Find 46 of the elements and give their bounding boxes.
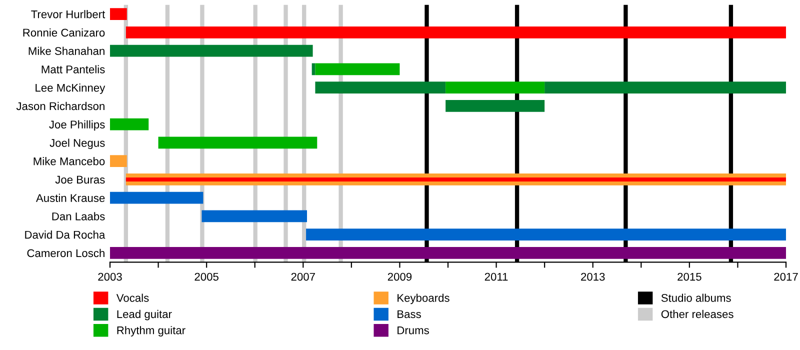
y-tick-label: Mike Mancebo — [34, 157, 105, 166]
bar — [306, 228, 786, 241]
legend-label: Studio albums — [661, 294, 731, 302]
y-tick-label: David Da Rocha — [25, 230, 106, 239]
x-tick-label: 2013 — [581, 272, 605, 281]
bar — [110, 8, 127, 20]
x-tick-label: 2005 — [194, 272, 218, 281]
bar — [202, 210, 308, 222]
bar — [110, 192, 204, 204]
y-tick-label: Mike Shanahan — [28, 46, 104, 55]
y-tick-label: Joe Phillips — [49, 120, 105, 131]
bar — [126, 177, 786, 182]
y-tick-label: Ronnie Canizaro — [23, 28, 105, 37]
legend-label: Other releases — [661, 310, 734, 318]
x-tick-label: 2011 — [484, 272, 508, 281]
legend-label: Rhythm guitar — [117, 326, 186, 336]
bar — [158, 136, 318, 149]
bar — [315, 82, 446, 94]
bar — [446, 100, 545, 112]
x-tick-label: 2003 — [98, 272, 122, 281]
legend-label: Lead guitar — [117, 310, 172, 320]
legend-label: Drums — [398, 326, 429, 334]
legend-label: Vocals — [116, 294, 149, 302]
y-tick-label: Matt Pantelis — [42, 65, 105, 74]
x-tick-label: 2017 — [774, 272, 798, 281]
y-tick-label: Jason Richardson — [16, 102, 104, 110]
bar — [126, 26, 786, 38]
y-tick-label: Dan Laabs — [52, 212, 105, 220]
bar — [544, 82, 786, 94]
x-tick-label: 2009 — [388, 272, 412, 281]
y-tick-label: Lee McKinney — [36, 84, 106, 94]
bar — [315, 63, 400, 76]
legend-label: Bass — [398, 310, 421, 318]
y-tick-label: Joel Negus — [50, 138, 105, 150]
y-tick-label: Austin Krause — [36, 194, 105, 202]
y-tick-label: Cameron Losch — [27, 248, 104, 258]
bar — [446, 82, 545, 94]
bar — [110, 246, 786, 259]
bar — [110, 155, 127, 168]
y-tick-label: Joe Buras — [55, 176, 105, 184]
x-tick-label: 2015 — [678, 272, 702, 281]
legend-label: Keyboards — [398, 294, 450, 304]
y-tick-label: Trevor Hurlbert — [31, 10, 106, 18]
bar — [110, 44, 313, 57]
x-tick-label: 2007 — [291, 272, 315, 281]
bar — [110, 118, 149, 130]
